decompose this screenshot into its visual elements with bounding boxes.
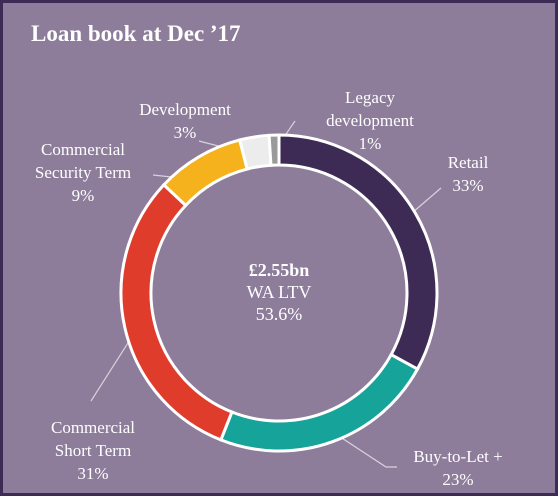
segment-name: Commercial Short Term xyxy=(50,418,136,460)
segment-name: Legacy development xyxy=(326,88,414,130)
segment-value: 3% xyxy=(173,123,197,142)
segment-name: Retail xyxy=(447,153,489,172)
leader-line xyxy=(324,426,397,468)
segment-label: Retail 33% xyxy=(408,151,528,197)
center-title: £2.55bn xyxy=(248,260,310,280)
plot xyxy=(90,120,442,468)
segment-label: Buy-to-Let + 23% xyxy=(388,445,528,491)
segment-name: Commercial Security Term xyxy=(34,140,132,182)
segment-label: Commercial Security Term 9% xyxy=(13,138,153,207)
segment-value: 9% xyxy=(71,186,95,205)
segment-value: 23% xyxy=(442,470,474,489)
segment-label: Development 3% xyxy=(115,98,255,144)
segment-value: 1% xyxy=(358,134,382,153)
segment-name: Development xyxy=(139,100,231,119)
donut-segment xyxy=(267,133,281,167)
segment-value: 33% xyxy=(452,176,484,195)
center-line: WA LTV xyxy=(246,282,312,302)
segment-label: Commercial Short Term 31% xyxy=(33,416,153,485)
segment-label: Legacy development 1% xyxy=(309,86,431,155)
center-label: £2.55bn WA LTV 53.6% xyxy=(199,259,359,325)
segment-value: 31% xyxy=(77,464,109,483)
donut-segment xyxy=(161,138,249,208)
leader-line xyxy=(90,334,134,402)
donut-segment xyxy=(218,352,420,453)
chart-title: Loan book at Dec ’17 xyxy=(31,21,241,46)
segment-name: Buy-to-Let + xyxy=(413,447,503,466)
center-line: 53.6% xyxy=(255,304,303,324)
